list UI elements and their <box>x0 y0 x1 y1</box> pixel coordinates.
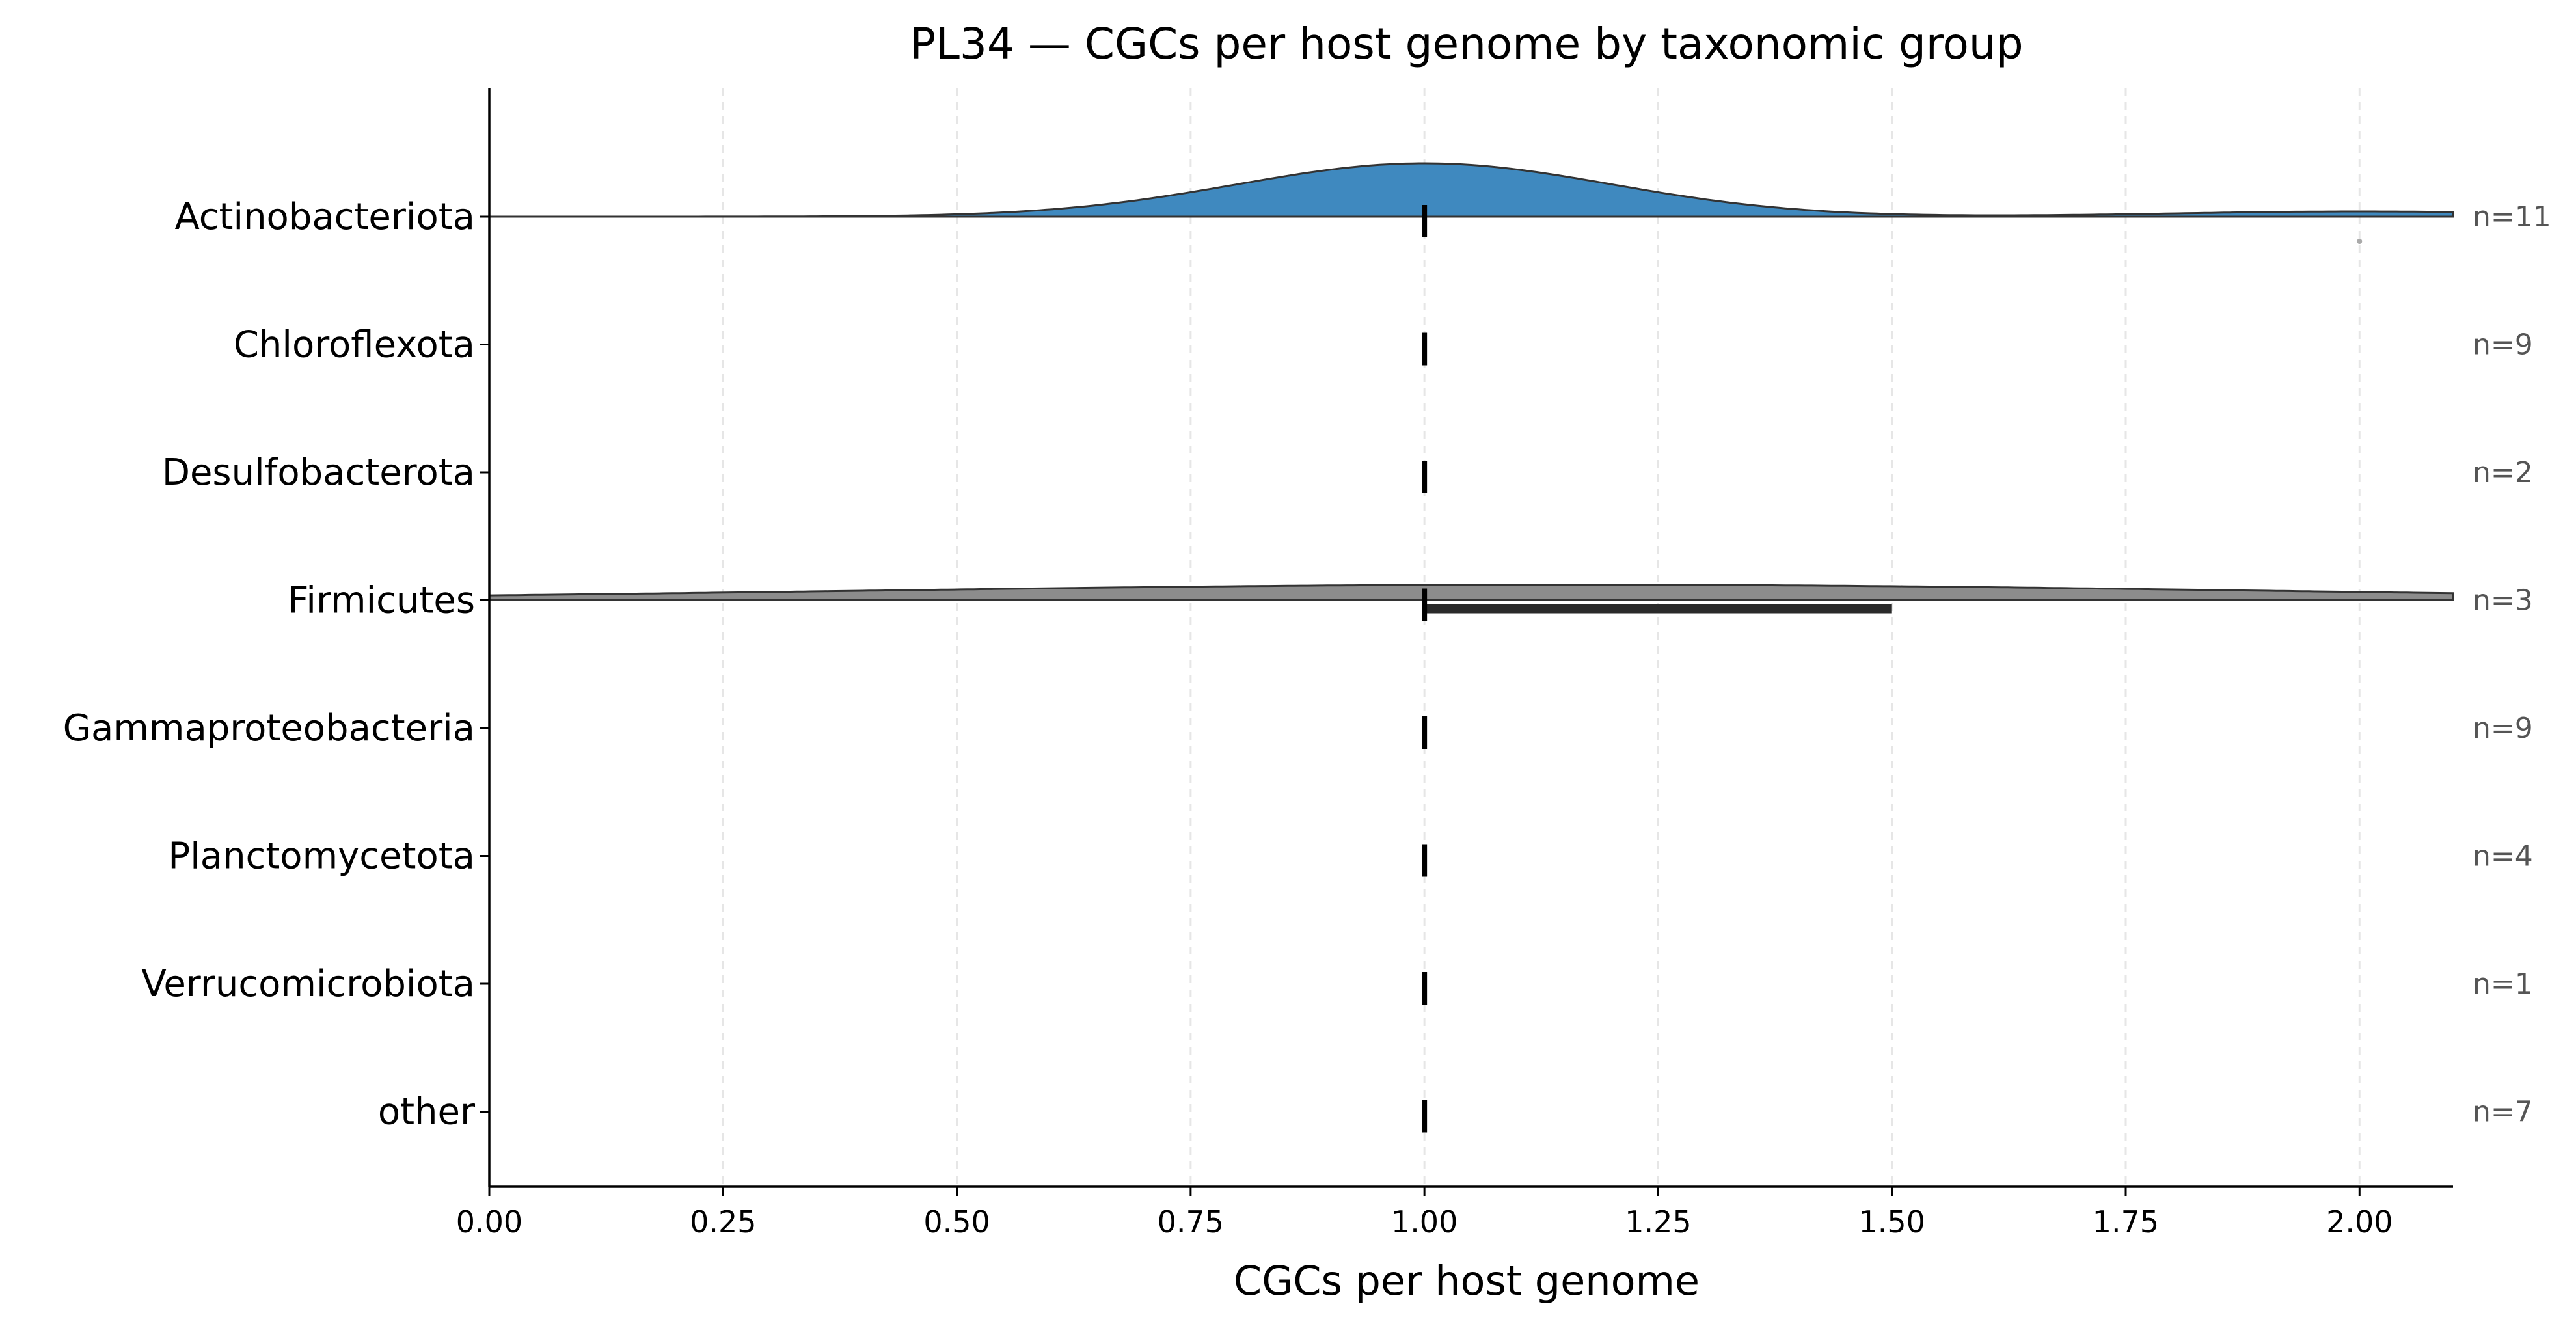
category-label-6: Verrucomicrobiota <box>141 963 475 1005</box>
n-label-5: n=4 <box>2473 840 2533 873</box>
category-labels: Actinobacteriota Chloroflexota Desulfobact… <box>63 196 476 1133</box>
x-tick-label-4: 1.00 <box>1391 1204 1457 1239</box>
chart-title: PL34 — CGCs per host genome by taxonomic… <box>910 19 2023 69</box>
category-label-2: Desulfobacterota <box>162 452 475 494</box>
x-tick-label-5: 1.25 <box>1625 1204 1691 1239</box>
x-tick-label-1: 0.25 <box>690 1204 756 1239</box>
category-label-0: Actinobacteriota <box>174 196 475 238</box>
category-label-3: Firmicutes <box>288 580 475 622</box>
x-tick-label-0: 0.00 <box>456 1204 522 1239</box>
box-marks <box>1422 205 2363 1133</box>
x-axis-label: CGCs per host genome <box>1234 1257 1700 1305</box>
x-ticks: 0.00 0.25 0.50 0.75 1.00 1.25 1.50 1.75 2.00 <box>456 1187 2393 1239</box>
n-label-4: n=9 <box>2473 712 2533 745</box>
x-tick-label-3: 0.75 <box>1158 1204 1224 1239</box>
x-tick-label-2: 0.50 <box>923 1204 990 1239</box>
grid-lines <box>488 88 2361 1187</box>
n-label-2: n=2 <box>2473 456 2533 489</box>
category-label-1: Chloroflexota <box>234 324 475 366</box>
outlier-0-0 <box>2357 239 2363 244</box>
category-label-4: Gammaproteobacteria <box>63 707 475 750</box>
n-labels: n=11 n=9 n=2 n=3 n=9 n=4 n=1 n=7 <box>2473 200 2551 1129</box>
iqr-bar-3 <box>1424 604 1892 614</box>
violins <box>488 162 2454 601</box>
x-tick-label-8: 2.00 <box>2326 1204 2393 1239</box>
n-label-1: n=9 <box>2473 329 2533 362</box>
x-tick-label-7: 1.75 <box>2093 1204 2159 1239</box>
category-label-5: Planctomycetota <box>168 835 475 878</box>
x-tick-label-6: 1.50 <box>1859 1204 1925 1239</box>
n-label-7: n=7 <box>2473 1096 2533 1129</box>
axes <box>480 88 2453 1188</box>
violin-0 <box>489 162 2454 218</box>
category-label-7: other <box>378 1091 476 1133</box>
n-label-6: n=1 <box>2473 967 2533 1001</box>
n-label-3: n=3 <box>2473 584 2533 617</box>
n-label-0: n=11 <box>2473 200 2551 234</box>
violin-3 <box>488 584 2454 601</box>
